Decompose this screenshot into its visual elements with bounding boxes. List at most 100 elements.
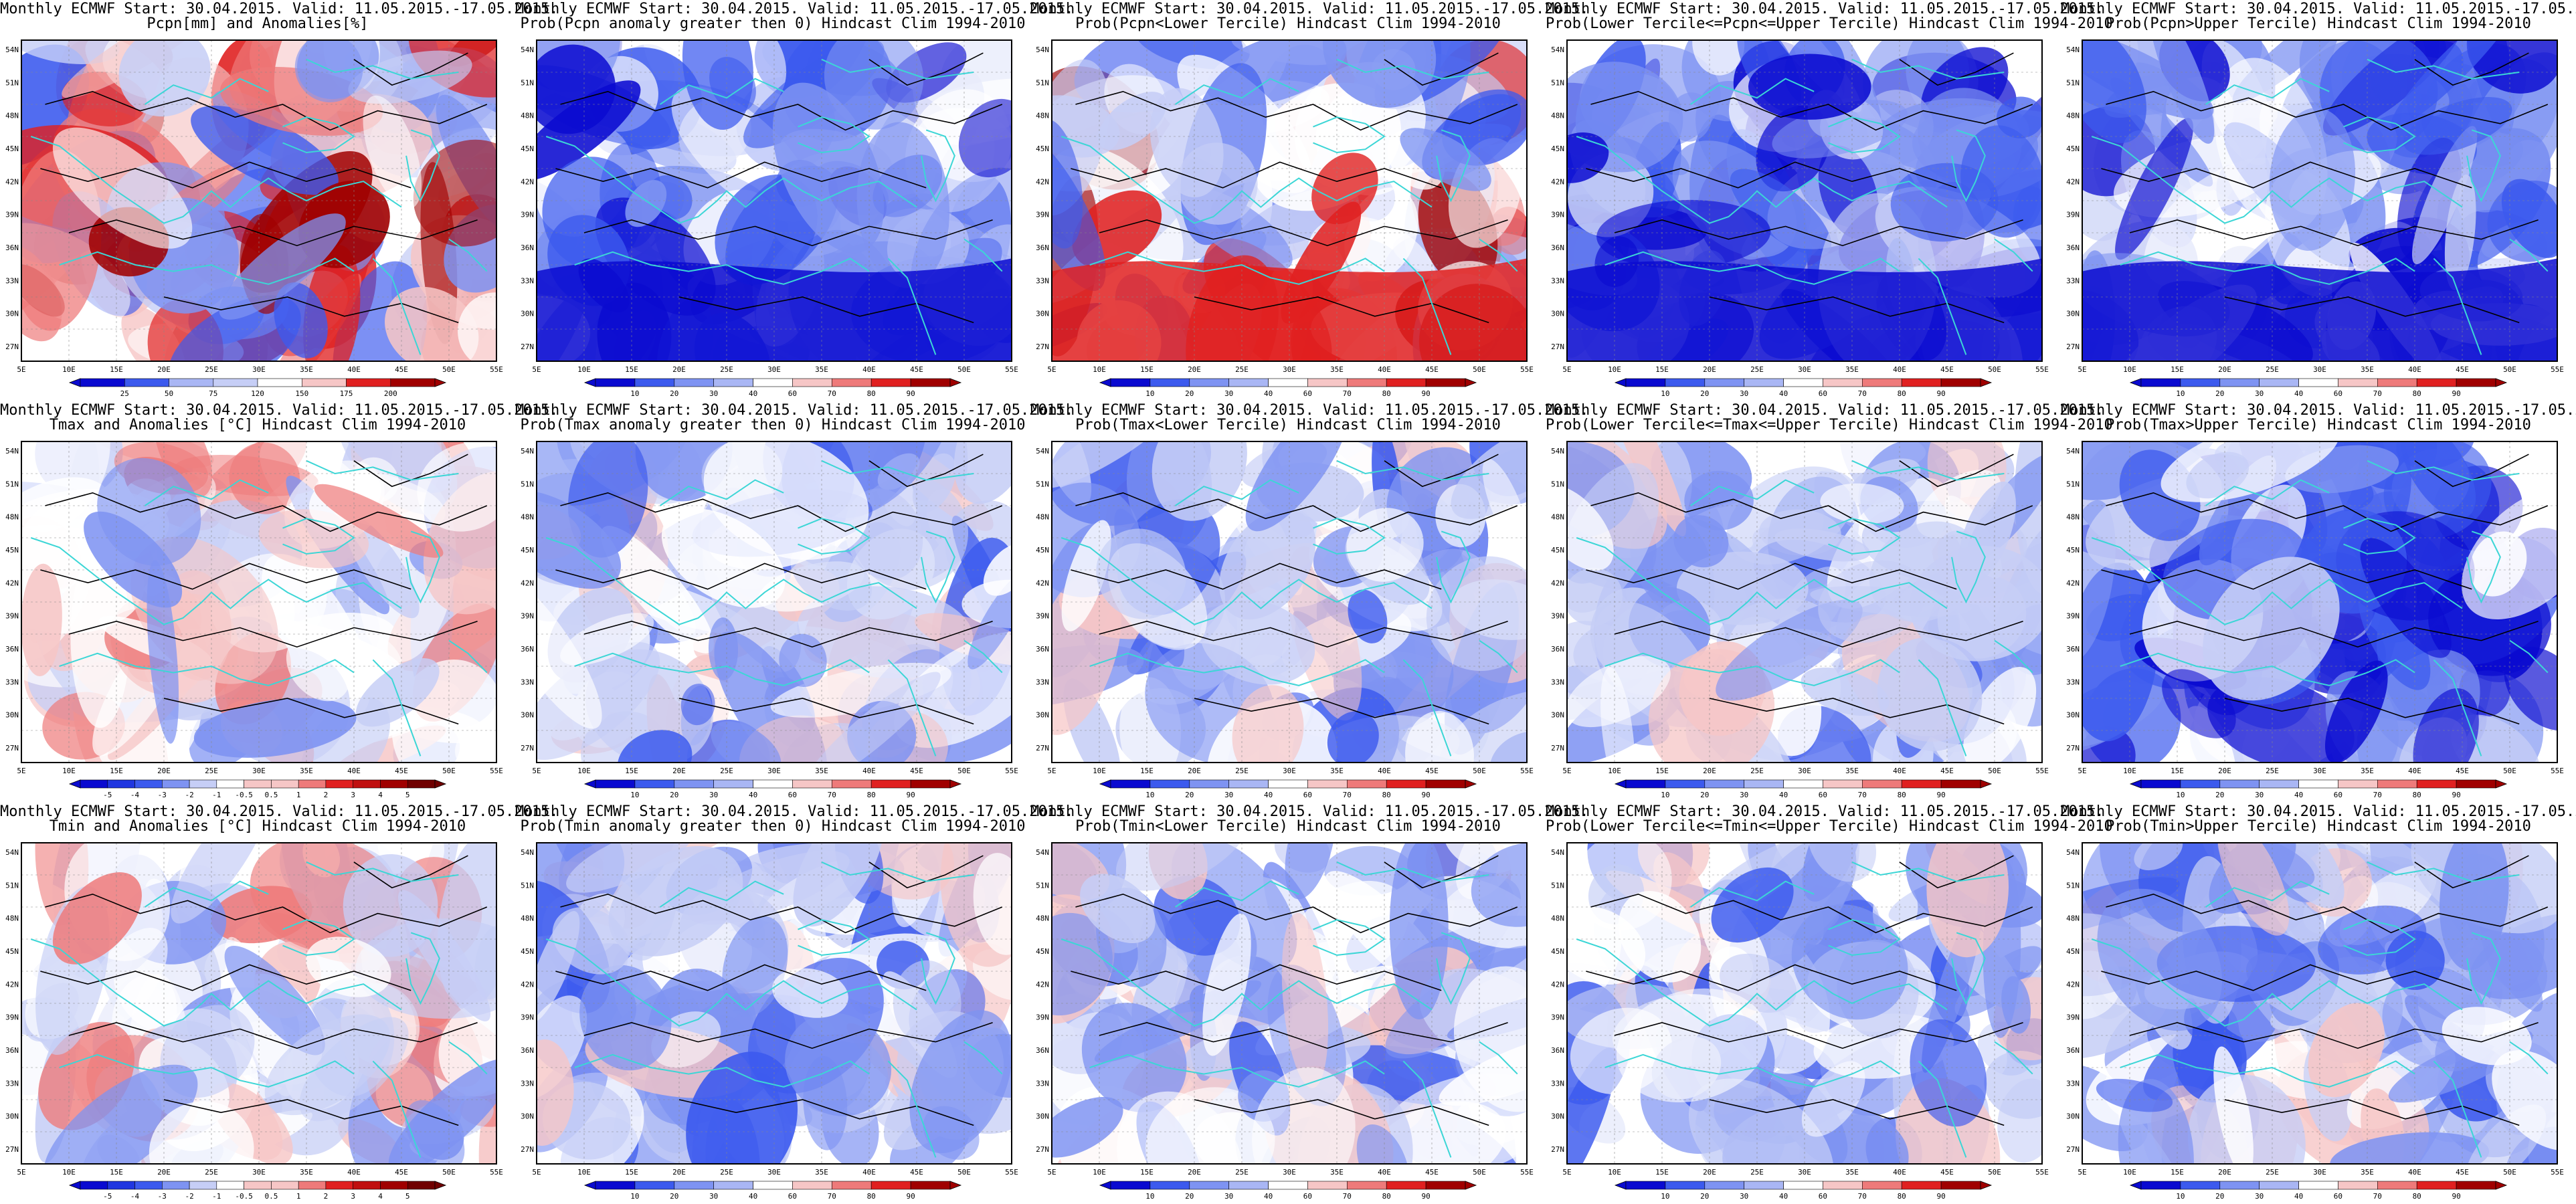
colorbar-swatch — [213, 378, 258, 387]
lat-label: 27N — [2066, 1145, 2080, 1154]
panel-subtitle: Tmin and Anomalies [°C] Hindcast Clim 19… — [49, 818, 466, 835]
colorbar-swatch — [1110, 378, 1151, 387]
colorbar-label: 40 — [1779, 389, 1788, 398]
lat-label: 42N — [1551, 579, 1564, 587]
colorbar-label: 70 — [828, 791, 836, 799]
colorbar-swatch — [2298, 1181, 2338, 1190]
lat-label: 48N — [1036, 513, 1049, 522]
colorbar-swatch — [353, 779, 381, 789]
lon-label: 40E — [1378, 365, 1391, 374]
lon-label: 50E — [957, 365, 971, 374]
lat-label: 45N — [521, 546, 534, 555]
lon-label: 30E — [767, 1168, 781, 1177]
lon-label: 20E — [157, 365, 171, 374]
lon-label: 30E — [1283, 365, 1296, 374]
lat-label: 54N — [2066, 848, 2080, 857]
colorbar-swatch — [2219, 779, 2260, 789]
colorbar-label: 175 — [340, 389, 353, 398]
colorbar-swatch — [1704, 779, 1745, 789]
panel-subtitle: Prob(Lower Tercile<=Pcpn<=Upper Tercile)… — [1546, 15, 2113, 32]
lat-label: 54N — [2066, 45, 2080, 54]
colorbar-label: 40 — [2294, 389, 2303, 398]
lat-label: 51N — [521, 78, 534, 87]
map-panel-tmin-prob-upper-tercile: Monthly ECMWF Start: 30.04.2015. Valid: … — [2061, 803, 2576, 1204]
lat-label: 48N — [1551, 112, 1564, 120]
panel-subtitle: Prob(Tmax>Upper Tercile) Hindcast Clim 1… — [2106, 417, 2531, 433]
colorbar-label: 70 — [2373, 791, 2382, 799]
lat-label: 30N — [1036, 310, 1049, 318]
map-canvas: 54N 51N 48N 45N 42N 39N 36N 33N 30N 27N 5E 10E 15E 20… — [1551, 39, 2049, 374]
colorbar-swatch — [1268, 1181, 1308, 1190]
colorbar-swatch — [1149, 779, 1190, 789]
colorbar-label: 40 — [749, 389, 757, 398]
colorbar: -5 -4 -3 -2 -1 -0.5 0.5 1 2 3 4 5 — [68, 1181, 447, 1201]
lat-label: 33N — [521, 276, 534, 285]
lat-label: 30N — [2066, 711, 2080, 720]
colorbar-label: 70 — [1343, 1192, 1352, 1201]
colorbar-label: 80 — [867, 389, 876, 398]
lon-label: 40E — [862, 767, 876, 775]
colorbar-swatch — [1625, 378, 1666, 387]
lon-label: 25E — [720, 1168, 733, 1177]
lat-label: 30N — [1551, 1112, 1564, 1121]
colorbar-label: 70 — [2373, 1192, 2382, 1201]
colorbar: 10 20 30 40 60 70 80 90 — [1099, 378, 1477, 398]
colorbar-swatch — [216, 1181, 244, 1190]
colorbar-label: 30 — [1740, 1192, 1748, 1201]
colorbar-swatch — [634, 779, 675, 789]
colorbar-swatch — [870, 378, 911, 387]
lat-label: 45N — [2066, 947, 2080, 956]
colorbar-label: 70 — [1858, 791, 1867, 799]
lon-label: 40E — [1378, 1168, 1391, 1177]
colorbar-swatch — [1704, 1181, 1745, 1190]
colorbar-swatch — [713, 378, 753, 387]
lat-label: 27N — [1551, 1145, 1564, 1154]
map-panel-tmin-prob-anomaly-gt0: Monthly ECMWF Start: 30.04.2015. Valid: … — [515, 803, 1073, 1204]
colorbar-swatch — [1901, 779, 1942, 789]
colorbar-label: -4 — [130, 1192, 140, 1201]
lon-label: 5E — [1047, 1168, 1056, 1177]
colorbar-label: 90 — [2452, 389, 2460, 398]
colorbar-swatch — [346, 378, 391, 387]
colorbar-swatch — [792, 779, 832, 789]
colorbar-swatch — [634, 1181, 675, 1190]
colorbar-label: -5 — [103, 791, 112, 799]
colorbar-label: 200 — [384, 389, 397, 398]
colorbar-swatch — [2259, 779, 2299, 789]
colorbar-swatch — [1823, 1181, 1863, 1190]
lon-label: 40E — [862, 365, 876, 374]
lat-label: 48N — [2066, 112, 2080, 120]
lat-label: 51N — [5, 78, 19, 87]
lat-label: 51N — [5, 480, 19, 488]
lat-label: 51N — [2066, 881, 2080, 890]
lon-label: 20E — [157, 767, 171, 775]
panel-subtitle: Prob(Tmin anomaly greater then 0) Hindca… — [520, 818, 1026, 835]
colorbar-swatch — [753, 1181, 793, 1190]
lat-label: 39N — [521, 612, 534, 621]
colorbar-label: 75 — [209, 389, 217, 398]
colorbar-swatch — [2298, 779, 2338, 789]
colorbar-label: 10 — [1145, 389, 1154, 398]
lat-label: 33N — [521, 678, 534, 686]
lat-label: 48N — [1036, 914, 1049, 923]
colorbar-swatch — [910, 378, 951, 387]
lon-label: 25E — [1750, 365, 1764, 374]
lat-label: 48N — [5, 112, 19, 120]
lon-label: 55E — [1005, 1168, 1018, 1177]
lon-label: 45E — [1940, 1168, 1954, 1177]
lon-label: 55E — [2551, 767, 2564, 775]
colorbar-swatch — [189, 779, 217, 789]
colorbar-label: 60 — [1819, 389, 1827, 398]
colorbar-swatch — [1149, 1181, 1190, 1190]
lat-label: 51N — [521, 881, 534, 890]
lon-label: 20E — [1703, 1168, 1716, 1177]
lat-label: 45N — [1036, 144, 1049, 153]
colorbar-swatch — [674, 1181, 715, 1190]
colorbar-swatch — [1940, 378, 1981, 387]
colorbar-swatch — [1307, 779, 1348, 789]
lat-label: 39N — [2066, 1013, 2080, 1022]
map-canvas: 54N 51N 48N 45N 42N 39N 36N 33N 30N 27N 5E 10E 15E 20… — [1036, 441, 1534, 775]
lon-label: 25E — [205, 1168, 218, 1177]
colorbar-swatch — [162, 1181, 190, 1190]
lat-label: 27N — [2066, 342, 2080, 351]
